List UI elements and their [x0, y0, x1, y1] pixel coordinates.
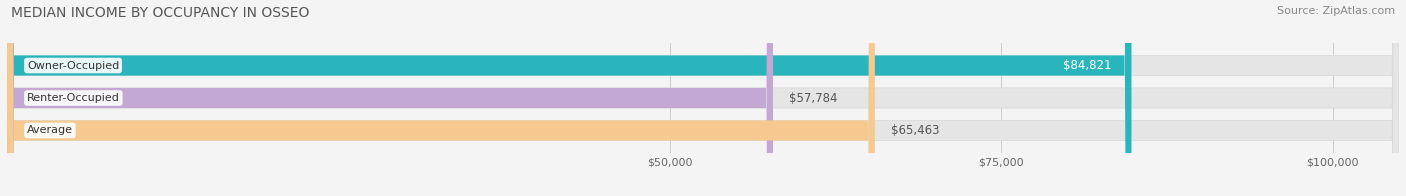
Text: $57,784: $57,784 [789, 92, 838, 104]
Text: Average: Average [27, 125, 73, 135]
FancyBboxPatch shape [7, 0, 875, 196]
FancyBboxPatch shape [7, 0, 1132, 196]
Text: Owner-Occupied: Owner-Occupied [27, 61, 120, 71]
FancyBboxPatch shape [7, 0, 1399, 196]
FancyBboxPatch shape [7, 0, 1399, 196]
Text: $84,821: $84,821 [1063, 59, 1112, 72]
Text: Source: ZipAtlas.com: Source: ZipAtlas.com [1277, 6, 1395, 16]
FancyBboxPatch shape [7, 0, 773, 196]
FancyBboxPatch shape [7, 0, 1399, 196]
Text: $65,463: $65,463 [891, 124, 939, 137]
Text: Renter-Occupied: Renter-Occupied [27, 93, 120, 103]
Text: MEDIAN INCOME BY OCCUPANCY IN OSSEO: MEDIAN INCOME BY OCCUPANCY IN OSSEO [11, 6, 309, 20]
